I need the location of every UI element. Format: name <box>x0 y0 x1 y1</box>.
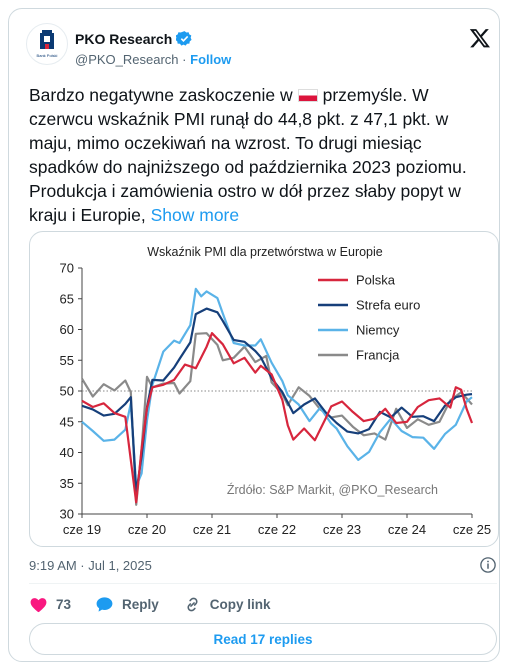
copy-link-label: Copy link <box>209 596 271 612</box>
chart-title: Wskaźnik PMI dla przetwórstwa w Europie <box>147 245 383 259</box>
reply-label: Reply <box>122 596 159 612</box>
series-line-francja <box>81 332 473 506</box>
author-handle[interactable]: @PKO_Research <box>75 52 179 67</box>
author-name-row: PKO Research <box>75 30 193 47</box>
like-count: 73 <box>56 596 72 612</box>
reply-button[interactable]: Reply <box>95 595 159 614</box>
tweet-text-start: Bardzo negatywne zaskoczenie w <box>29 85 293 105</box>
pko-bank-logo: Bank Polski <box>37 30 58 58</box>
action-bar: 73 Reply Copy link <box>29 593 295 615</box>
x-tick-label: cze 24 <box>388 522 426 537</box>
x-tick-label: cze 19 <box>63 522 101 537</box>
legend-label: Strefa euro <box>356 298 420 313</box>
series-line-niemcy <box>81 287 473 488</box>
author-name[interactable]: PKO Research <box>75 30 173 47</box>
link-icon <box>187 597 198 611</box>
y-tick-label: 70 <box>60 261 74 276</box>
x-tick-label: cze 25 <box>453 522 491 537</box>
chart-legend: Polska Strefa euro Niemcy Francja <box>318 273 420 363</box>
x-tick-label: cze 22 <box>258 522 296 537</box>
logo-caption: Bank Polski <box>37 53 58 58</box>
y-tick-label: 50 <box>60 384 74 399</box>
chart-image[interactable]: Wskaźnik PMI dla przetwórstwa w Europie … <box>29 231 499 547</box>
like-button[interactable]: 73 <box>29 595 71 614</box>
y-tick-label: 65 <box>60 291 74 306</box>
info-icon[interactable] <box>479 556 497 574</box>
tweet-text-rest: przemyśle. W czerwcu wskaźnik PMI runął … <box>29 85 467 225</box>
separator: · <box>182 52 187 67</box>
pmi-chart: Wskaźnik PMI dla przetwórstwa w Europie … <box>60 245 492 537</box>
verified-badge-icon <box>176 31 192 46</box>
series-line-polska <box>81 332 474 504</box>
y-tick-label: 35 <box>60 476 74 491</box>
y-tick-label: 60 <box>60 322 74 337</box>
legend-label: Niemcy <box>356 323 400 338</box>
x-axis: cze 19 cze 20 cze 21 cze 22 cze 23 cze 24 cze … <box>63 513 491 537</box>
divider <box>29 583 497 584</box>
tweet-text: Bardzo negatywne zaskoczenie w przemyśle.… <box>29 83 489 227</box>
pko-logo-avatar[interactable]: Bank Polski <box>26 23 68 65</box>
author-handle-row: @PKO_Research · Follow <box>75 52 231 67</box>
x-tick-label: cze 21 <box>193 522 231 537</box>
y-tick-label: 40 <box>60 445 74 460</box>
legend-label: Polska <box>356 273 396 288</box>
read-replies-button[interactable]: Read 17 replies <box>29 623 497 655</box>
copy-link-button[interactable]: Copy link <box>183 595 271 614</box>
legend-label: Francja <box>356 348 400 363</box>
x-tick-label: cze 20 <box>128 522 166 537</box>
chart-source-annotation: Źrdóło: S&P Markit, @PKO_Research <box>227 482 438 497</box>
y-axis: 30 35 40 45 50 55 60 65 70 <box>60 261 83 522</box>
flag-poland-icon <box>297 89 318 102</box>
heart-icon <box>30 597 47 612</box>
y-tick-label: 55 <box>60 353 74 368</box>
x-tick-label: cze 23 <box>323 522 361 537</box>
tweet-card: Bank Polski PKO Research @PKO_Research ·… <box>8 8 500 662</box>
x-logo-icon[interactable] <box>469 27 491 49</box>
y-tick-label: 45 <box>60 414 74 429</box>
follow-button[interactable]: Follow <box>190 52 232 67</box>
series-lines <box>81 287 474 506</box>
reply-bubble-icon <box>96 596 113 612</box>
timestamp[interactable]: 9:19 AM · Jul 1, 2025 <box>29 558 152 573</box>
show-more-link[interactable]: Show more <box>150 205 240 225</box>
y-tick-label: 30 <box>60 507 74 522</box>
